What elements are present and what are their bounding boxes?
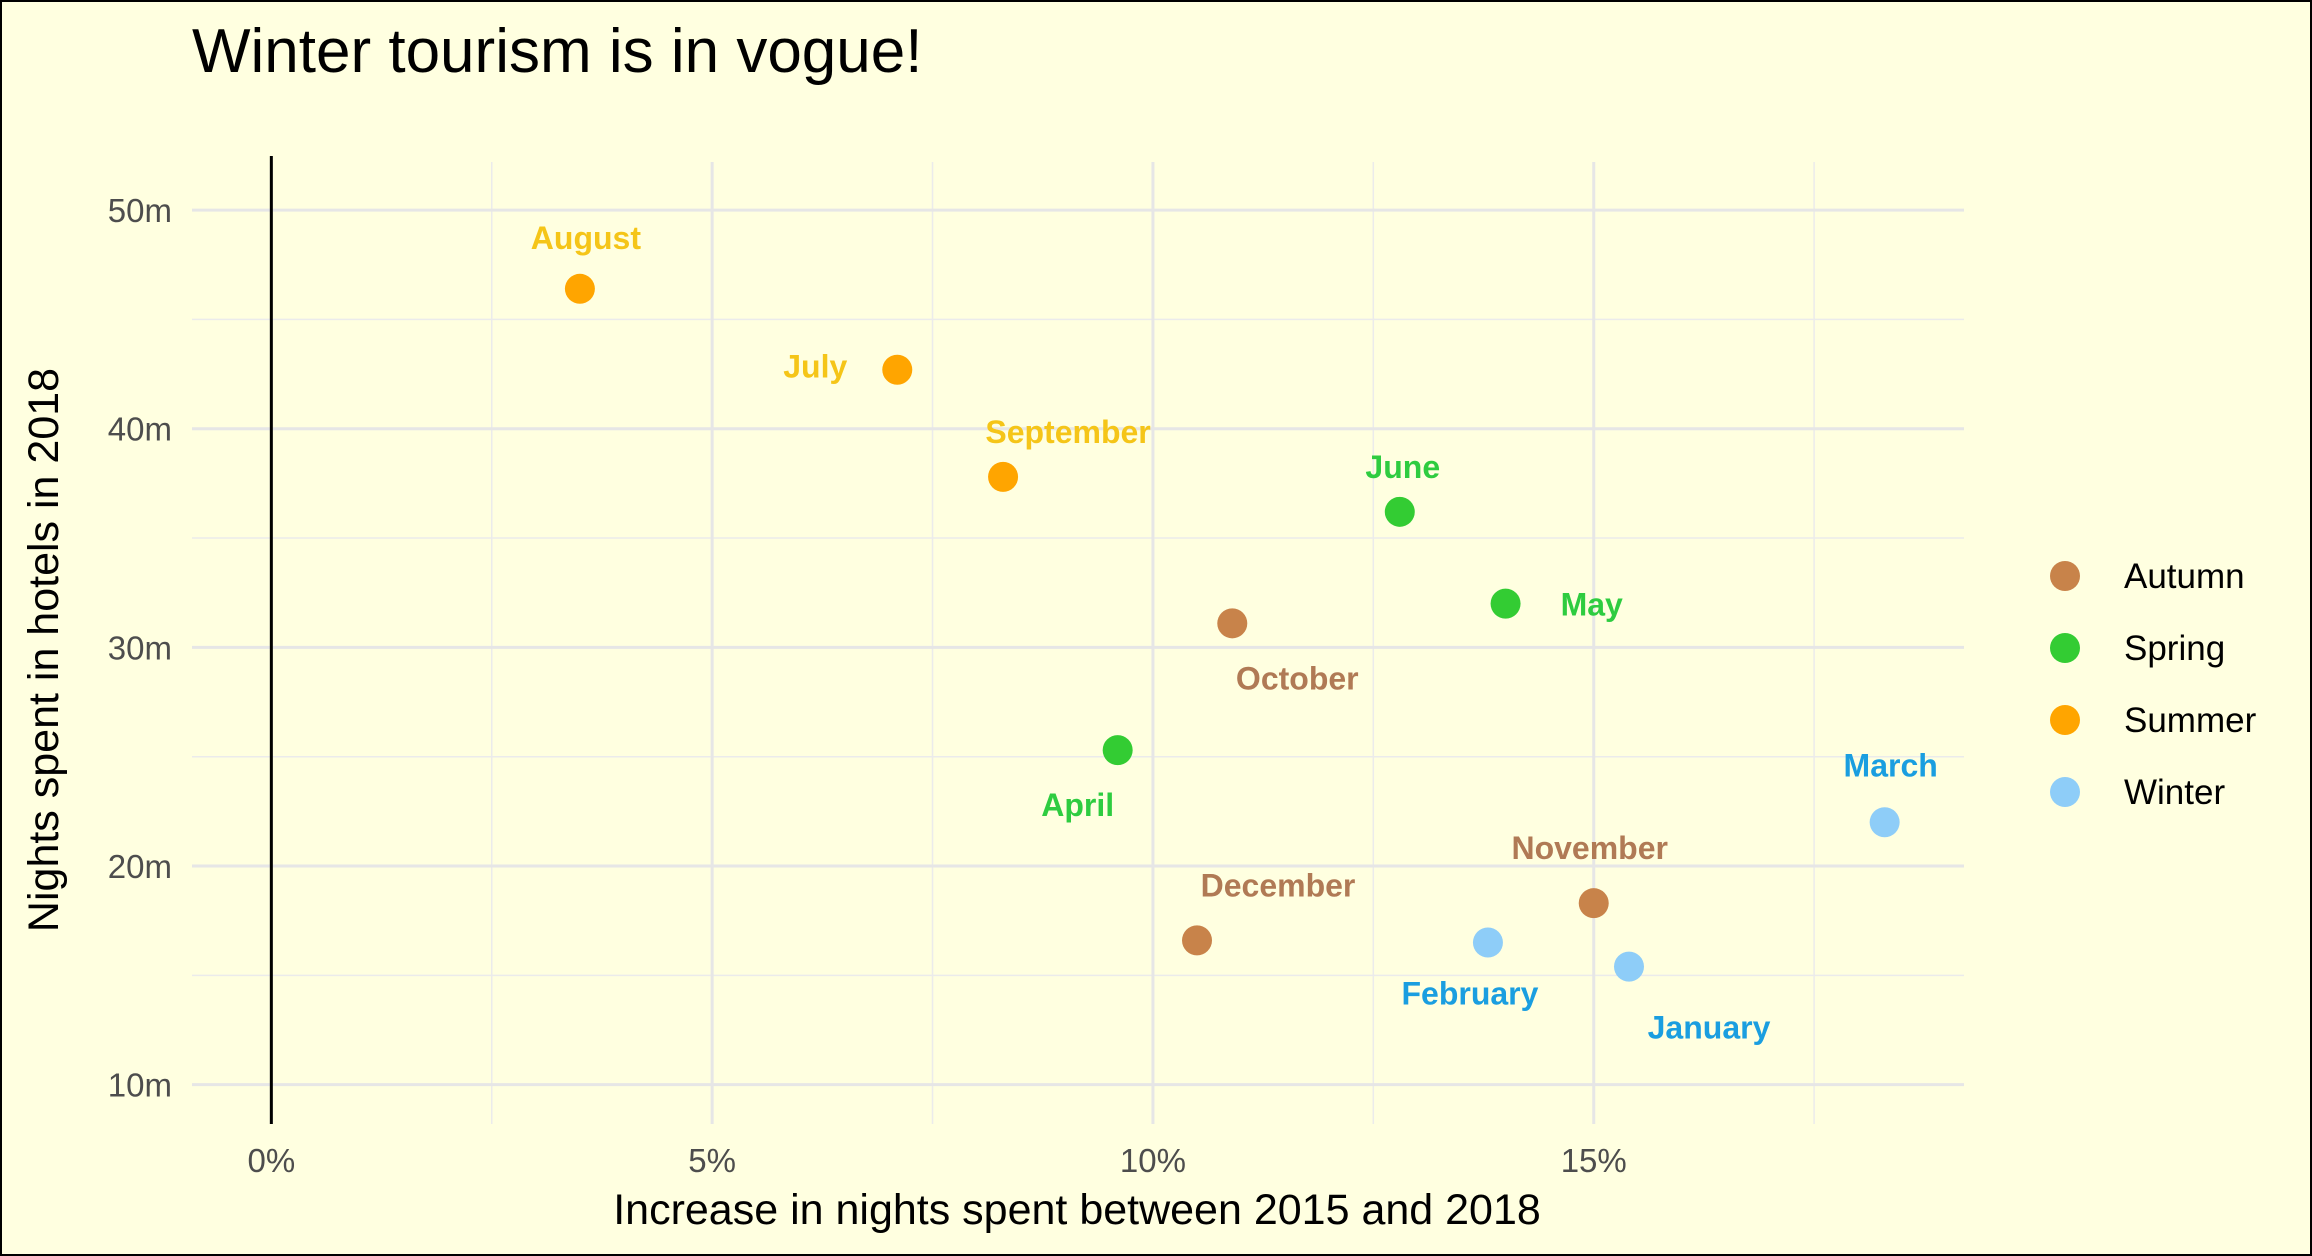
legend-key-winter: [2050, 777, 2080, 807]
legend-label-spring: Spring: [2124, 629, 2225, 668]
x-tick-label: 5%: [688, 1142, 736, 1179]
x-tick-label: 15%: [1561, 1142, 1627, 1179]
grid: [192, 162, 1964, 1124]
data-label-may: May: [1561, 587, 1623, 623]
data-point-october: [1217, 608, 1248, 639]
data-label-january: January: [1648, 1010, 1771, 1046]
data-point-june: [1384, 496, 1415, 527]
data-point-march: [1869, 807, 1900, 838]
legend-key-autumn: [2050, 561, 2080, 591]
y-axis-ticks: 10m 20m 30m 40m 50m: [108, 192, 172, 1104]
data-label-september: September: [985, 414, 1150, 450]
x-tick-label: 0%: [247, 1142, 295, 1179]
data-label-november: November: [1511, 830, 1668, 866]
y-axis-title: Nights spent in hotels in 2018: [20, 368, 68, 932]
legend-key-spring: [2050, 633, 2080, 663]
x-axis-ticks: 0% 5% 10% 15%: [247, 1142, 1626, 1179]
data-point-november: [1578, 888, 1609, 919]
data-label-february: February: [1401, 976, 1538, 1012]
data-point-labels: August July September June May October April Ma…: [531, 220, 1938, 1046]
data-point-january: [1613, 951, 1644, 982]
data-point-september: [988, 461, 1019, 492]
data-label-july: July: [783, 349, 847, 385]
legend-label-summer: Summer: [2124, 701, 2257, 740]
y-tick-label: 10m: [108, 1067, 172, 1104]
data-point-february: [1472, 927, 1503, 958]
data-label-march: March: [1844, 747, 1938, 783]
data-point-august: [564, 273, 595, 304]
data-label-june: June: [1365, 449, 1440, 485]
data-label-april: April: [1041, 787, 1114, 823]
legend: Autumn Spring Summer Winter: [2050, 557, 2257, 812]
data-points: [564, 273, 1900, 982]
data-point-july: [882, 354, 913, 385]
data-point-december: [1182, 925, 1213, 956]
data-point-may: [1490, 588, 1521, 619]
y-tick-label: 30m: [108, 629, 172, 666]
data-point-april: [1102, 735, 1133, 766]
legend-label-winter: Winter: [2124, 773, 2225, 812]
data-label-october: October: [1236, 660, 1359, 696]
y-tick-label: 50m: [108, 192, 172, 229]
legend-label-autumn: Autumn: [2124, 557, 2245, 596]
y-tick-label: 20m: [108, 848, 172, 885]
data-label-december: December: [1201, 867, 1356, 903]
y-tick-label: 40m: [108, 411, 172, 448]
legend-key-summer: [2050, 705, 2080, 735]
x-tick-label: 10%: [1120, 1142, 1186, 1179]
x-axis-title: Increase in nights spent between 2015 an…: [613, 1186, 1541, 1234]
chart-title: Winter tourism is in vogue!: [192, 17, 922, 86]
data-label-august: August: [531, 220, 642, 256]
